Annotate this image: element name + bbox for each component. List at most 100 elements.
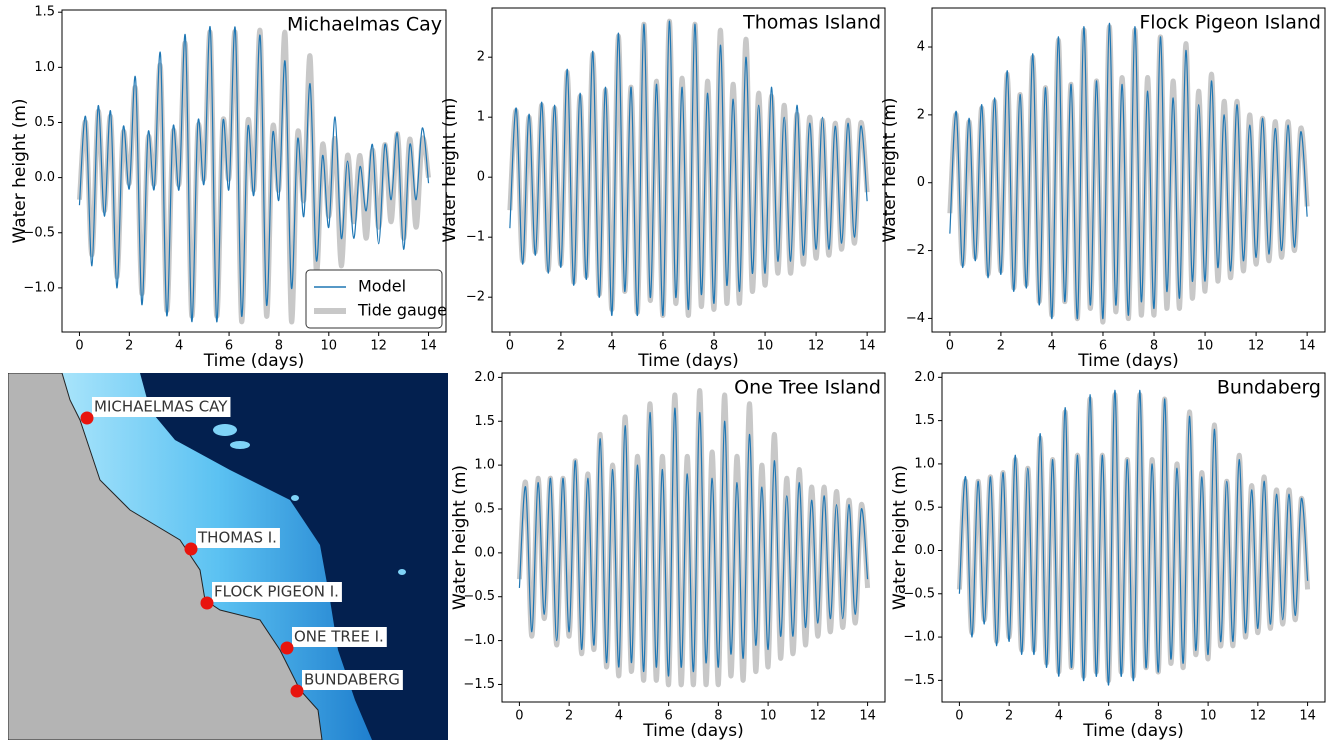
y-tick-label: 0 xyxy=(917,175,925,190)
x-tick-label: 2 xyxy=(557,339,565,354)
x-tick-label: 14 xyxy=(859,709,876,724)
reef xyxy=(213,424,237,436)
page: {"chart_data": [ {"type": "line", "title… xyxy=(0,0,1333,740)
x-tick-label: 10 xyxy=(757,339,774,354)
plot-area xyxy=(959,390,1307,685)
chart-title: Thomas Island xyxy=(742,12,881,34)
x-tick-label: 10 xyxy=(1200,709,1217,724)
y-tick-label: 0.5 xyxy=(34,115,55,130)
y-tick-label: −2 xyxy=(466,290,485,305)
x-tick-label: 14 xyxy=(1299,709,1316,724)
x-axis-label: Time (days) xyxy=(642,721,743,740)
x-tick-label: 4 xyxy=(608,339,616,354)
y-axis-label: Water height (m) xyxy=(440,97,460,242)
x-axis-label: Time (days) xyxy=(637,351,738,371)
y-tick-label: 0.0 xyxy=(34,170,55,185)
y-tick-label: 1.0 xyxy=(914,456,935,471)
x-tick-label: 10 xyxy=(760,709,777,724)
y-tick-label: 1.5 xyxy=(34,5,55,20)
y-tick-label: 2.0 xyxy=(474,370,495,385)
x-tick-label: 12 xyxy=(808,339,825,354)
legend-label: Model xyxy=(358,277,406,296)
site-marker xyxy=(185,543,198,556)
x-tick-label: 0 xyxy=(946,339,954,354)
x-tick-label: 0 xyxy=(75,339,83,354)
x-tick-label: 2 xyxy=(997,339,1005,354)
x-tick-label: 4 xyxy=(1048,339,1056,354)
legend-label: Tide gauge xyxy=(357,301,447,320)
y-tick-label: −1 xyxy=(466,230,485,245)
y-tick-label: −1.5 xyxy=(463,677,495,692)
map-label: ONE TREE I. xyxy=(294,628,384,646)
x-tick-label: 4 xyxy=(175,339,183,354)
chart-title: One Tree Island xyxy=(734,377,881,399)
chart-title: Michaelmas Cay xyxy=(287,14,442,36)
plot-area xyxy=(519,391,867,685)
data-line xyxy=(959,395,1307,681)
y-tick-label: −4 xyxy=(906,311,925,326)
y-axis-label: Water height (m) xyxy=(890,465,910,610)
x-tick-label: 4 xyxy=(615,709,623,724)
x-tick-label: 14 xyxy=(859,339,876,354)
x-tick-label: 2 xyxy=(125,339,133,354)
y-tick-label: 1 xyxy=(477,110,485,125)
data-line xyxy=(519,391,867,685)
x-tick-label: 12 xyxy=(1250,709,1267,724)
map-label: FLOCK PIGEON I. xyxy=(214,583,339,601)
y-tick-label: 0.5 xyxy=(914,500,935,515)
x-tick-label: 2 xyxy=(565,709,573,724)
y-tick-label: −1.0 xyxy=(903,630,935,645)
x-tick-label: 2 xyxy=(1005,709,1013,724)
x-axis-label: Time (days) xyxy=(1082,721,1183,740)
x-tick-label: 10 xyxy=(321,339,338,354)
map-label: BUNDABERG xyxy=(304,671,400,689)
y-tick-label: 2.0 xyxy=(914,370,935,385)
figure: 02468101214−1.0−0.50.00.51.01.5Michaelma… xyxy=(0,0,1333,740)
x-tick-label: 14 xyxy=(420,339,437,354)
site-marker xyxy=(281,642,294,655)
y-tick-label: 0.0 xyxy=(474,545,495,560)
x-tick-label: 10 xyxy=(1197,339,1214,354)
y-tick-label: 1.0 xyxy=(474,458,495,473)
y-tick-label: 2 xyxy=(917,107,925,122)
site-marker xyxy=(201,597,214,610)
reef xyxy=(230,441,250,449)
chart-title: Flock Pigeon Island xyxy=(1139,12,1321,34)
plot-area xyxy=(510,21,867,315)
x-tick-label: 4 xyxy=(1055,709,1063,724)
plot-area xyxy=(950,23,1307,322)
y-tick-label: −2 xyxy=(906,243,925,258)
map-label: MICHAELMAS CAY xyxy=(94,398,228,416)
x-tick-label: 14 xyxy=(1299,339,1316,354)
x-tick-label: 12 xyxy=(810,709,827,724)
x-tick-label: 0 xyxy=(955,709,963,724)
reef xyxy=(291,495,299,501)
y-tick-label: −1.0 xyxy=(23,280,55,295)
x-tick-label: 0 xyxy=(515,709,523,724)
y-tick-label: 1.5 xyxy=(914,413,935,428)
y-tick-label: 4 xyxy=(917,40,925,55)
reef xyxy=(398,569,406,575)
y-tick-label: 0 xyxy=(477,170,485,185)
y-tick-label: −1.0 xyxy=(463,633,495,648)
y-tick-label: 0.0 xyxy=(914,543,935,558)
x-axis-label: Time (days) xyxy=(1077,351,1178,371)
map-label: THOMAS I. xyxy=(197,529,277,547)
x-tick-label: 12 xyxy=(1248,339,1265,354)
y-axis-label: Water height (m) xyxy=(10,98,30,243)
chart-title: Bundaberg xyxy=(1217,377,1321,399)
y-axis-label: Water height (m) xyxy=(880,97,900,242)
y-tick-label: 1.5 xyxy=(474,414,495,429)
site-marker xyxy=(81,412,94,425)
y-tick-label: −1.5 xyxy=(903,673,935,688)
x-axis-label: Time (days) xyxy=(203,351,304,371)
x-tick-label: 0 xyxy=(506,339,514,354)
y-axis-label: Water height (m) xyxy=(450,465,470,610)
y-tick-label: 2 xyxy=(477,50,485,65)
x-tick-label: 12 xyxy=(370,339,387,354)
